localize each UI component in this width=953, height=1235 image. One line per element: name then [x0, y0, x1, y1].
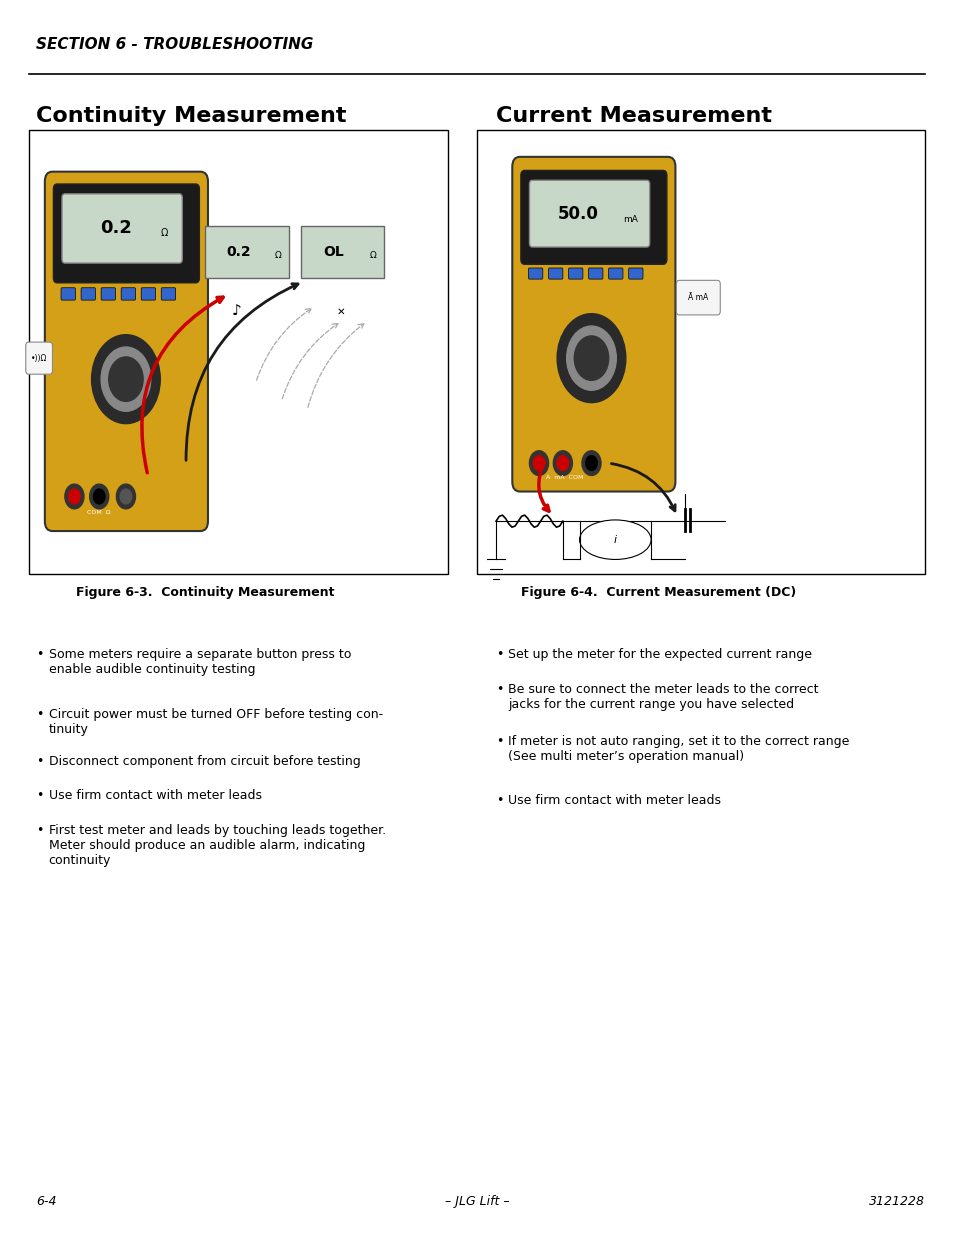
FancyBboxPatch shape: [45, 172, 208, 531]
Circle shape: [101, 347, 151, 411]
Text: ♪: ♪: [232, 304, 241, 319]
Circle shape: [557, 456, 568, 471]
Text: Ω: Ω: [160, 228, 168, 238]
Text: Figure 6-3.  Continuity Measurement: Figure 6-3. Continuity Measurement: [76, 585, 334, 599]
Text: OL: OL: [323, 245, 344, 259]
Text: 6-4: 6-4: [36, 1194, 56, 1208]
FancyBboxPatch shape: [61, 288, 75, 300]
Text: mA: mA: [622, 215, 638, 225]
Bar: [205, 226, 289, 278]
FancyBboxPatch shape: [121, 288, 135, 300]
Text: Be sure to connect the meter leads to the correct
jacks for the current range yo: Be sure to connect the meter leads to th…: [508, 683, 818, 711]
Text: •: •: [496, 794, 503, 808]
Text: •: •: [496, 735, 503, 748]
Text: 50.0: 50.0: [558, 205, 598, 222]
Bar: [476, 130, 924, 574]
Circle shape: [533, 456, 544, 471]
Text: Figure 6-4.  Current Measurement (DC): Figure 6-4. Current Measurement (DC): [520, 585, 795, 599]
Circle shape: [93, 489, 105, 504]
FancyBboxPatch shape: [588, 268, 602, 279]
FancyBboxPatch shape: [628, 268, 642, 279]
Text: 0.2: 0.2: [226, 245, 251, 259]
Text: SECTION 6 - TROUBLESHOOTING: SECTION 6 - TROUBLESHOOTING: [36, 37, 314, 52]
Text: Disconnect component from circuit before testing: Disconnect component from circuit before…: [49, 755, 360, 768]
Text: Ω: Ω: [274, 251, 281, 261]
Bar: [300, 226, 384, 278]
Circle shape: [69, 489, 80, 504]
FancyBboxPatch shape: [528, 268, 542, 279]
FancyBboxPatch shape: [161, 288, 175, 300]
Circle shape: [553, 451, 572, 475]
Text: Use firm contact with meter leads: Use firm contact with meter leads: [49, 789, 261, 803]
Text: A  mA  COM: A mA COM: [545, 475, 583, 480]
FancyBboxPatch shape: [141, 288, 155, 300]
Circle shape: [109, 357, 143, 401]
Circle shape: [90, 484, 109, 509]
Circle shape: [116, 484, 135, 509]
Text: •))Ω: •))Ω: [30, 353, 48, 363]
Text: Circuit power must be turned OFF before testing con-
tinuity: Circuit power must be turned OFF before …: [49, 708, 382, 736]
FancyBboxPatch shape: [512, 157, 675, 492]
Circle shape: [91, 335, 160, 424]
Text: Current Measurement: Current Measurement: [496, 106, 771, 126]
Text: Use firm contact with meter leads: Use firm contact with meter leads: [508, 794, 720, 808]
FancyBboxPatch shape: [26, 342, 52, 374]
Text: i: i: [613, 535, 617, 545]
FancyBboxPatch shape: [520, 170, 666, 264]
Circle shape: [585, 456, 597, 471]
Circle shape: [581, 451, 600, 475]
Ellipse shape: [578, 520, 650, 559]
Text: COM  Ω: COM Ω: [88, 510, 111, 515]
FancyBboxPatch shape: [53, 184, 199, 283]
Text: Ω: Ω: [370, 251, 376, 261]
FancyBboxPatch shape: [676, 280, 720, 315]
Text: Set up the meter for the expected current range: Set up the meter for the expected curren…: [508, 648, 812, 662]
Text: If meter is not auto ranging, set it to the correct range
(See multi meter’s ope: If meter is not auto ranging, set it to …: [508, 735, 849, 763]
FancyBboxPatch shape: [81, 288, 95, 300]
Text: 0.2: 0.2: [100, 220, 132, 237]
Circle shape: [529, 451, 548, 475]
Text: •: •: [36, 648, 44, 662]
Text: ✕: ✕: [335, 306, 345, 316]
Text: •: •: [36, 824, 44, 837]
FancyBboxPatch shape: [62, 194, 182, 263]
Text: •: •: [36, 755, 44, 768]
Circle shape: [557, 314, 625, 403]
FancyBboxPatch shape: [548, 268, 562, 279]
Text: •: •: [36, 789, 44, 803]
FancyBboxPatch shape: [101, 288, 115, 300]
Text: Some meters require a separate button press to
enable audible continuity testing: Some meters require a separate button pr…: [49, 648, 351, 677]
Text: First test meter and leads by touching leads together.
Meter should produce an a: First test meter and leads by touching l…: [49, 824, 385, 867]
Bar: [29, 130, 448, 574]
FancyBboxPatch shape: [568, 268, 582, 279]
Text: •: •: [496, 683, 503, 697]
Circle shape: [574, 336, 608, 380]
Text: Continuity Measurement: Continuity Measurement: [36, 106, 346, 126]
Circle shape: [65, 484, 84, 509]
Text: Ā mA: Ā mA: [687, 293, 708, 303]
Text: – JLG Lift –: – JLG Lift –: [444, 1194, 509, 1208]
Text: 3121228: 3121228: [868, 1194, 924, 1208]
Circle shape: [566, 326, 616, 390]
Circle shape: [120, 489, 132, 504]
Text: •: •: [36, 708, 44, 721]
FancyBboxPatch shape: [608, 268, 622, 279]
FancyBboxPatch shape: [529, 180, 649, 247]
Text: •: •: [496, 648, 503, 662]
